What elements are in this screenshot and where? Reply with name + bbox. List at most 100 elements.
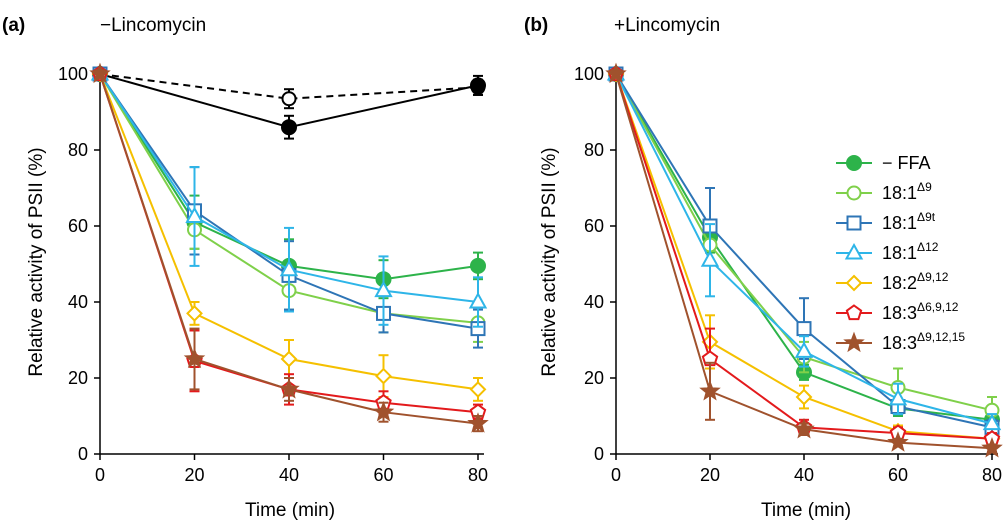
y-axis-label-a: Relative activity of PSII (%) xyxy=(26,147,47,376)
legend-label: 18:1Δ12 xyxy=(882,240,939,263)
x-tick-label-b: 80 xyxy=(982,465,1002,485)
data-point xyxy=(888,388,908,406)
data-point xyxy=(185,206,204,223)
legend-marker xyxy=(846,155,862,171)
legend-item: 18:1Δ12 xyxy=(836,240,939,263)
legend-label: 18:2Δ9,12 xyxy=(882,270,949,293)
data-point xyxy=(470,257,486,274)
x-axis-label-a: Time (min) xyxy=(245,500,335,521)
legend-marker xyxy=(845,274,863,292)
legend-item: 18:1Δ9t xyxy=(836,210,936,233)
legend-item: 18:3Δ9,12,15 xyxy=(836,330,965,353)
x-tick-label-a: 60 xyxy=(373,465,393,485)
legend-item: − FFA xyxy=(836,153,931,173)
legend-label-base: 18:2 xyxy=(882,273,917,293)
data-point xyxy=(278,378,300,399)
panel-title-a: −Lincomycin xyxy=(100,15,206,36)
data-point xyxy=(796,321,812,337)
series-line xyxy=(615,73,993,440)
series-line xyxy=(615,73,993,440)
legend-label-sup: Δ9,12,15 xyxy=(917,330,965,344)
data-point xyxy=(281,91,297,107)
legend: − FFA18:1Δ918:1Δ9t18:1Δ1218:2Δ9,1218:3Δ6… xyxy=(836,153,965,353)
legend-label-base: 18:1 xyxy=(882,243,917,263)
y-tick-label-a: 60 xyxy=(68,216,88,236)
data-point xyxy=(183,347,206,369)
series-line xyxy=(99,73,479,100)
legend-item: 18:2Δ9,12 xyxy=(836,270,949,293)
legend-item: 18:1Δ9 xyxy=(836,180,932,203)
data-point xyxy=(186,304,203,322)
y-tick-label-b: 80 xyxy=(584,140,604,160)
data-point xyxy=(981,436,1003,458)
y-tick-label-a: 100 xyxy=(58,64,88,84)
data-point xyxy=(468,291,488,309)
y-tick-label-a: 0 xyxy=(78,444,88,464)
data-point xyxy=(280,350,298,368)
y-tick-label-b: 0 xyxy=(594,444,604,464)
legend-label: 18:3Δ6,9,12 xyxy=(882,300,959,323)
legend-label: 18:3Δ9,12,15 xyxy=(882,330,965,353)
legend-marker xyxy=(846,185,862,201)
data-point xyxy=(89,62,111,84)
data-point xyxy=(372,400,395,422)
series-b-4 xyxy=(607,65,1001,448)
y-tick-label-a: 80 xyxy=(68,140,88,160)
legend-label: 18:1Δ9 xyxy=(882,180,932,203)
plot-area-b: 0 20 40 60 80 100 0 20 40 60 80 xyxy=(574,62,1003,485)
data-point xyxy=(375,367,392,385)
legend-marker xyxy=(843,331,865,353)
legend-label-base: 18:3 xyxy=(882,333,917,353)
plot-area-a: 0 20 40 60 80 100 0 20 40 60 80 xyxy=(58,62,489,485)
legend-label-sup: Δ6,9,12 xyxy=(917,300,959,314)
x-tick-label-b: 0 xyxy=(611,465,621,485)
legend-marker xyxy=(846,215,862,231)
data-point xyxy=(793,417,815,439)
data-point xyxy=(469,380,487,398)
y-tick-label-b: 40 xyxy=(584,292,604,312)
legend-marker xyxy=(844,242,864,260)
data-point xyxy=(374,280,393,298)
data-point xyxy=(795,388,813,406)
data-point xyxy=(794,341,814,358)
panel-label-a: (a) xyxy=(2,15,25,36)
legend-label-base: 18:3 xyxy=(882,303,917,323)
x-tick-label-a: 0 xyxy=(95,465,105,485)
y-tick-label-b: 100 xyxy=(574,64,604,84)
series-a-1 xyxy=(92,66,486,140)
y-axis-label-b: Relative activity of PSII (%) xyxy=(539,147,560,376)
y-tick-label-b: 60 xyxy=(584,216,604,236)
data-point xyxy=(699,379,721,401)
x-tick-label-b: 40 xyxy=(794,465,814,485)
legend-marker xyxy=(845,304,863,321)
data-point xyxy=(279,259,299,277)
legend-label-sup: Δ12 xyxy=(917,240,939,254)
data-point xyxy=(887,431,909,452)
y-tick-label-a: 40 xyxy=(68,292,88,312)
series-a-8 xyxy=(89,62,489,433)
data-point xyxy=(467,412,489,433)
series-b-6 xyxy=(605,62,1003,458)
data-point xyxy=(605,62,627,84)
legend-item: 18:3Δ6,9,12 xyxy=(836,300,959,323)
x-tick-label-a: 80 xyxy=(468,465,488,485)
x-tick-label-a: 40 xyxy=(279,465,299,485)
legend-label-base: − FFA xyxy=(882,153,931,173)
x-tick-label-b: 20 xyxy=(700,465,720,485)
data-point xyxy=(281,119,297,136)
legend-label-base: 18:1 xyxy=(882,213,917,233)
legend-label-base: 18:1 xyxy=(882,183,917,203)
x-tick-label-a: 20 xyxy=(184,465,204,485)
data-point xyxy=(470,77,486,94)
legend-label-sup: Δ9 xyxy=(917,180,932,194)
y-tick-label-a: 20 xyxy=(68,368,88,388)
legend-label-sup: Δ9,12 xyxy=(917,270,949,284)
x-tick-label-b: 60 xyxy=(888,465,908,485)
y-tick-label-b: 20 xyxy=(584,368,604,388)
panel-title-b: +Lincomycin xyxy=(614,15,720,36)
data-point xyxy=(982,413,1002,431)
legend-label: 18:1Δ9t xyxy=(882,210,936,233)
panel-label-b: (b) xyxy=(524,15,548,36)
legend-label-sup: Δ9t xyxy=(917,210,936,224)
